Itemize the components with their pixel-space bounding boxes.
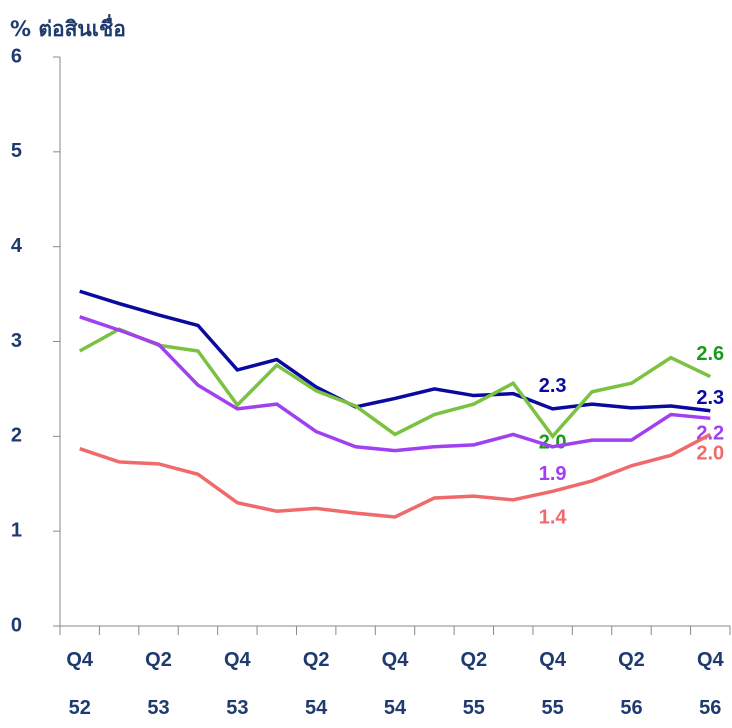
x-tick-label: Q4 56 — [696, 649, 724, 719]
data-label: 1.9 — [539, 463, 567, 485]
x-tick-label: Q4 55 — [539, 649, 566, 719]
data-label: 2.6 — [696, 343, 724, 365]
x-tick-label: Q4 54 — [381, 649, 409, 719]
line-series — [79, 315, 711, 453]
data-label: 2.0 — [696, 443, 724, 465]
y-tick-label: 1 — [11, 519, 22, 541]
x-tick-label: Q2 55 — [460, 649, 488, 719]
y-tick-label: 0 — [11, 614, 22, 636]
data-label: 2.0 — [539, 432, 567, 454]
line-series — [78, 327, 712, 440]
x-tick-label: Q2 56 — [618, 649, 645, 719]
y-tick-label: 3 — [11, 330, 22, 352]
y-tick-label: 4 — [11, 235, 23, 257]
y-tick-label: 2 — [11, 425, 22, 447]
line-series — [79, 432, 712, 519]
x-tick-label: Q2 54 — [302, 649, 330, 719]
x-tick-label: Q4 53 — [224, 649, 251, 719]
data-label: 2.3 — [539, 375, 567, 397]
data-label: 2.3 — [696, 387, 724, 409]
x-tick-label: Q2 53 — [145, 649, 172, 719]
line-series — [79, 289, 711, 413]
x-tick-label: Q4 52 — [66, 649, 94, 719]
data-label: 1.4 — [539, 507, 568, 529]
y-tick-label: 5 — [11, 140, 22, 162]
chart-title: % ต่อสินเชื่อ — [10, 13, 126, 41]
y-tick-label: 6 — [11, 45, 22, 67]
